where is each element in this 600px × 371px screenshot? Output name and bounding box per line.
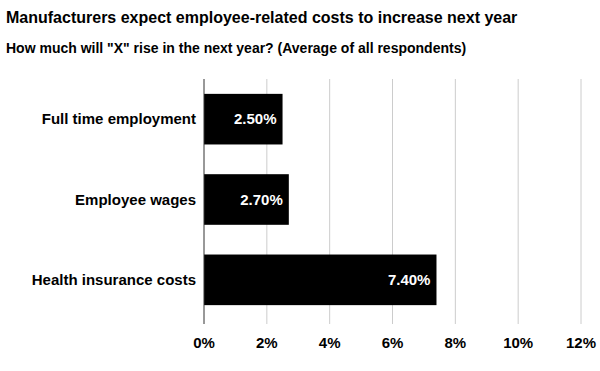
grid-line [581,79,582,324]
bar [204,174,289,225]
category-label: Full time employment [42,110,196,127]
grid-line [455,79,456,324]
tick-label: 6% [382,334,404,351]
tick-label: 4% [319,334,341,351]
tick-label: 0% [193,334,215,351]
data-label: 2.50% [234,110,277,127]
tick-label: 8% [444,334,466,351]
chart-container: Manufacturers expect employee-related co… [0,0,600,371]
data-label: 2.70% [240,191,283,208]
subtitle: How much will "X" rise in the next year?… [6,40,466,56]
bar [204,255,436,306]
tick-label: 10% [503,334,533,351]
grid-line [518,79,519,324]
tick-label: 2% [256,334,278,351]
title: Manufacturers expect employee-related co… [6,9,517,26]
bars [204,94,436,305]
category-label: Health insurance costs [32,271,196,288]
bar [204,94,283,145]
tick-label: 12% [566,334,596,351]
axis-line [204,79,205,324]
labels: Full time employment 2.50% Employee wages 2… [32,110,431,288]
data-label: 7.40% [388,271,431,288]
chart-svg: Manufacturers expect employee-related co… [0,0,600,371]
category-label: Employee wages [75,191,196,208]
